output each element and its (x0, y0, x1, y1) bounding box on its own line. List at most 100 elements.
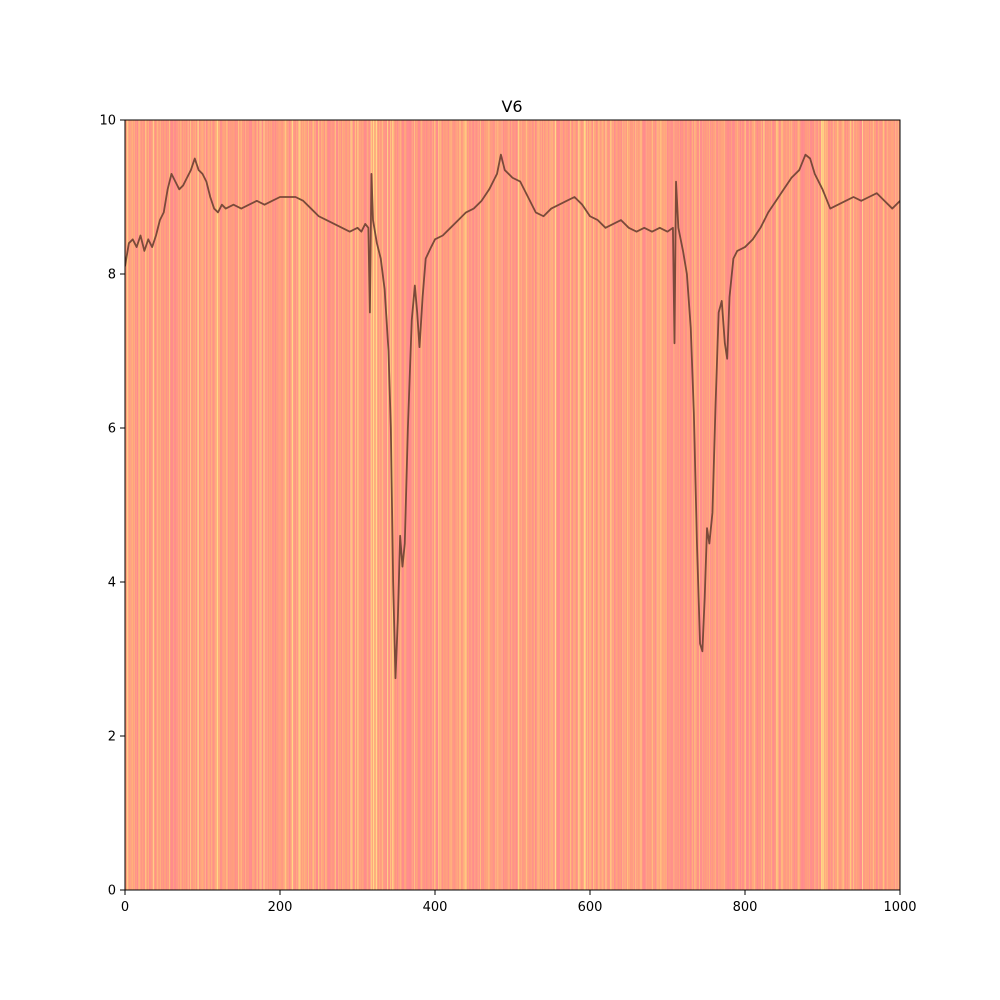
background-stripe (869, 120, 871, 890)
background-stripe (650, 120, 652, 890)
background-stripe (775, 120, 777, 890)
background-stripe (259, 120, 261, 890)
background-stripe (238, 120, 240, 890)
background-stripe (340, 120, 342, 890)
background-stripe (668, 120, 670, 890)
background-stripe (773, 120, 775, 890)
background-stripe (180, 120, 182, 890)
background-stripe (452, 120, 454, 890)
background-stripe (672, 120, 674, 890)
background-stripe (242, 120, 244, 890)
background-stripe (218, 120, 220, 890)
background-stripe (607, 120, 609, 890)
background-stripe (560, 120, 562, 890)
background-stripe (355, 120, 358, 890)
background-stripe (581, 120, 583, 890)
background-stripe (179, 120, 181, 890)
background-stripe (496, 120, 498, 890)
background-stripe (445, 120, 447, 890)
background-stripe (229, 120, 231, 890)
background-stripe (829, 120, 831, 890)
background-stripe (865, 120, 867, 890)
background-stripe (741, 120, 743, 890)
background-stripe (169, 120, 171, 890)
background-stripe (259, 120, 261, 890)
background-stripe (665, 120, 667, 890)
background-stripe (142, 120, 144, 890)
background-stripe (603, 120, 605, 890)
background-stripe (689, 120, 691, 890)
background-stripe (202, 120, 204, 890)
background-stripe (524, 120, 526, 890)
background-stripe (367, 120, 369, 890)
background-stripe (145, 120, 147, 890)
background-stripe (207, 120, 209, 890)
background-stripe (406, 120, 408, 890)
background-stripe (200, 120, 203, 890)
background-stripe (262, 120, 264, 890)
background-stripe (334, 120, 336, 890)
background-stripe (476, 120, 478, 890)
background-stripe (448, 120, 451, 890)
background-stripe (831, 120, 833, 890)
background-stripe (148, 120, 150, 890)
background-stripe (634, 120, 637, 890)
background-stripe (737, 120, 739, 890)
background-stripe (738, 120, 740, 890)
background-stripe (276, 120, 278, 890)
background-stripe (501, 120, 503, 890)
background-stripe (316, 120, 318, 890)
background-stripe (562, 120, 564, 890)
background-stripe (788, 120, 790, 890)
background-stripe (572, 120, 575, 890)
background-stripe (492, 120, 494, 890)
background-stripe (296, 120, 298, 890)
background-stripe (308, 120, 310, 890)
plot-area (124, 119, 901, 891)
background-stripe (155, 120, 157, 890)
background-stripe (273, 120, 275, 890)
background-stripe (681, 120, 683, 890)
background-stripe (455, 120, 457, 890)
background-stripe (290, 120, 292, 890)
background-stripe (214, 120, 216, 890)
background-stripe (424, 120, 426, 890)
background-stripe (648, 120, 650, 890)
background-stripe (430, 120, 432, 890)
background-stripe (244, 120, 246, 890)
background-stripe (617, 120, 619, 890)
background-stripe (794, 120, 796, 890)
background-stripe (254, 120, 256, 890)
background-stripe (698, 120, 700, 890)
background-stripe (840, 120, 842, 890)
background-stripe (886, 120, 888, 890)
background-stripe (266, 120, 268, 890)
background-stripe (145, 120, 147, 890)
background-stripe (774, 120, 776, 890)
background-stripe (468, 120, 470, 890)
background-stripe (891, 120, 893, 890)
background-stripe (897, 120, 899, 890)
background-stripe (811, 120, 813, 890)
background-stripe (633, 120, 635, 890)
background-stripe (240, 120, 242, 890)
background-stripe (616, 120, 618, 890)
background-stripe (483, 120, 485, 890)
background-stripe (728, 120, 730, 890)
background-stripe (703, 120, 705, 890)
background-stripe (643, 120, 645, 890)
background-stripe (381, 120, 383, 890)
background-stripe (350, 120, 352, 890)
background-stripe (557, 120, 559, 890)
background-stripe (336, 120, 338, 890)
background-stripe (699, 120, 701, 890)
background-stripe (796, 120, 798, 890)
background-stripe (787, 120, 789, 890)
background-stripe (567, 120, 569, 890)
background-stripe (377, 120, 379, 890)
background-stripe (269, 120, 271, 890)
background-stripe (782, 120, 784, 890)
background-stripe (261, 120, 263, 890)
background-stripe (182, 120, 184, 890)
background-stripe (748, 120, 750, 890)
